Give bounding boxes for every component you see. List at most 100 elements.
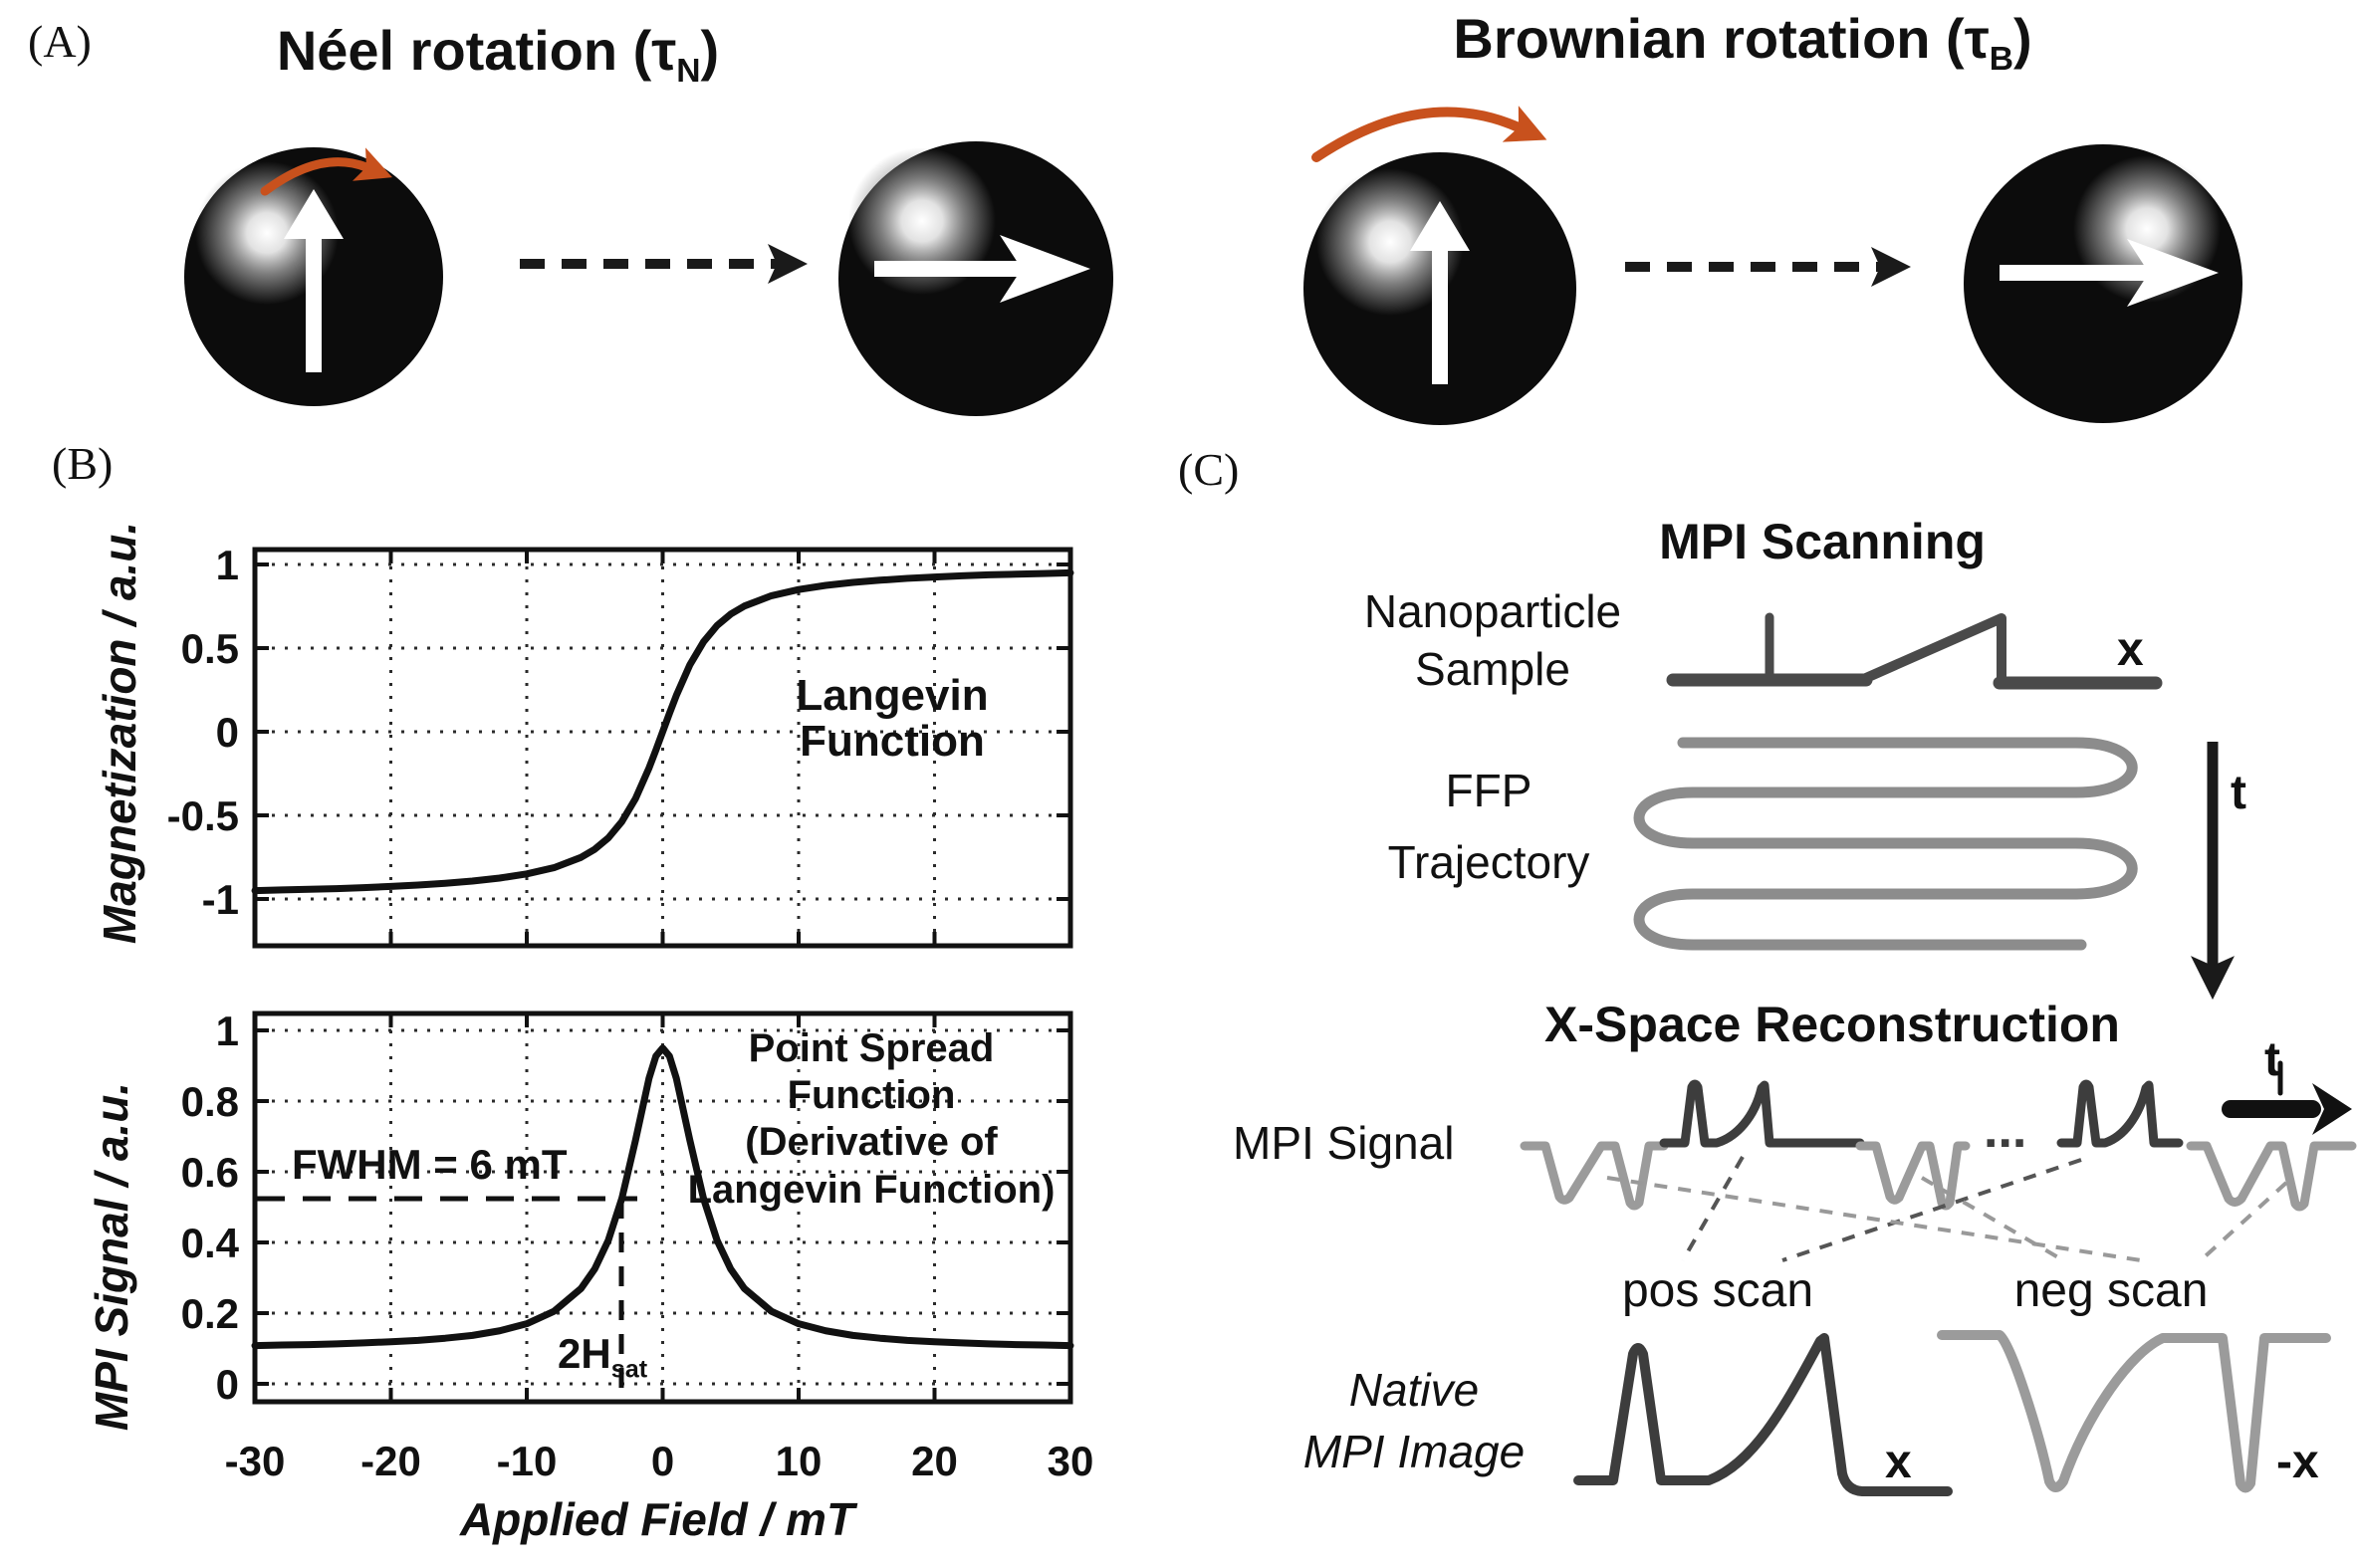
brownian-title: Brownian rotation (τB): [1354, 7, 2131, 79]
neel-title-close: ): [700, 19, 720, 82]
nanoparticle-sample-label: Nanoparticle Sample: [1294, 587, 1692, 694]
panel-a-label: (A): [28, 16, 92, 67]
hsat-annotation: 2Hsat: [558, 1330, 648, 1384]
x-tick-label: -10: [497, 1438, 558, 1484]
brownian-title-text: Brownian rotation (τ: [1453, 7, 1990, 70]
magnetization-up-arrow-icon: [284, 189, 344, 372]
neel-final-particle: [838, 141, 1113, 416]
neg-scan-label: neg scan: [2013, 1264, 2209, 1317]
magnetization-up-arrow-icon: [1410, 201, 1470, 384]
neel-title-subscript: N: [676, 53, 701, 91]
y-tick-label: 0.5: [181, 625, 239, 672]
trajectory-time-label: t: [2231, 767, 2246, 819]
brownian-title-subscript: B: [1989, 41, 2013, 79]
neg-image-curve: [1937, 1330, 2331, 1493]
xspace-reconstruction-title: X-Space Reconstruction: [1544, 997, 2120, 1052]
raster-trajectory-path: [1633, 737, 2138, 951]
magnetization-right-arrow-shaft: [2000, 265, 2149, 281]
data-curve: [251, 568, 1074, 895]
neel-title: Néel rotation (τN): [179, 19, 817, 91]
psf-annotation: Point Spread Function (Derivative of Lan…: [637, 1025, 1105, 1214]
psf-annotation-line1: Point Spread: [748, 1026, 995, 1070]
neg-signal-segment: [1520, 1141, 1669, 1211]
ffp-trajectory: [1633, 737, 2235, 1001]
y-tick-label: 0.6: [181, 1149, 239, 1196]
sample-x-axis-label: x: [2117, 623, 2144, 676]
nanoparticle-label-line1: Nanoparticle: [1363, 585, 1622, 637]
sample-ramp: [1861, 613, 2006, 686]
y-tick-label: -0.5: [167, 792, 239, 839]
pos-connector: [1681, 1156, 1745, 1261]
signal-time-label: t: [2264, 1033, 2280, 1086]
native-mpi-image-curves: [1573, 1330, 2331, 1496]
neg-connector: [2199, 1181, 2288, 1262]
neel-title-text: Néel rotation (τ: [276, 19, 677, 82]
mpi-scanning-title: MPI Scanning: [1659, 514, 1986, 569]
hsat-text: 2H: [558, 1330, 611, 1377]
time-right-arrow-head: [2312, 1083, 2352, 1135]
psf-annotation-line3: (Derivative of: [745, 1120, 998, 1165]
ffp-label-line1: FFP: [1445, 765, 1532, 816]
data-curve: [251, 1044, 1074, 1350]
native-mpi-image-label: Native MPI Image: [1240, 1366, 1588, 1476]
y-tick-label: 0: [216, 709, 239, 756]
x-tick-label: -30: [225, 1438, 286, 1484]
mpi-signal-y-axis-label: MPI Signal / a.u.: [86, 1081, 137, 1432]
neg-connector: [1920, 1176, 2065, 1262]
pos-signal-segment: [1659, 1079, 1865, 1148]
fwhm-annotation: FWHM = 6 mT: [292, 1141, 568, 1188]
x-tick-label: 20: [911, 1438, 958, 1484]
langevin-annotation-line1: Langevin: [796, 671, 989, 720]
psf-annotation-line2: Function: [787, 1073, 956, 1118]
axes-box: [252, 547, 1073, 949]
brownian-final-particle: [1964, 144, 2242, 423]
axes-box: [252, 1010, 1073, 1405]
fwhm-annotation-lines: [257, 1196, 637, 1398]
psf-annotation-line4: Langevin Function): [687, 1167, 1056, 1212]
pos-signal-segment: [2056, 1079, 2184, 1148]
langevin-annotation: Langevin Function: [733, 671, 1052, 767]
y-tick-label: 0.8: [181, 1078, 239, 1125]
pos-connector: [1781, 1158, 2082, 1262]
x-tick-label: 30: [1048, 1438, 1094, 1484]
magnetization-right-arrow-shaft: [874, 261, 1022, 277]
x-tick-label: 10: [776, 1438, 823, 1484]
panel-b-label: (B): [52, 438, 114, 489]
neg-connector: [1606, 1176, 2142, 1262]
mpi-signal-plot: -30 -20 -10 0 10 20 30 1 0.8 0.6 0.4 0.2 0: [181, 1008, 1094, 1484]
native-x-axis-label: x: [1885, 1436, 1912, 1488]
y-tick-label: 0.2: [181, 1290, 239, 1337]
x-axis-label: Applied Field / mT: [459, 1493, 855, 1545]
y-tick-label: 1: [216, 542, 239, 588]
signal-ellipsis: ...: [1984, 1101, 2027, 1159]
y-tick-label: 0.4: [181, 1220, 240, 1266]
neel-rotation-arrow-icon: [260, 147, 392, 196]
neg-signal-segment: [1855, 1141, 1971, 1211]
particle-highlight: [195, 161, 339, 305]
neel-initial-particle: [184, 147, 443, 406]
ffp-trajectory-label: FFP Trajectory: [1290, 767, 1688, 887]
native-label-line1: Native: [1348, 1364, 1480, 1416]
x-tick-label: 0: [651, 1438, 674, 1484]
magnetization-plot: 1 0.5 0 -0.5 -1: [167, 542, 1074, 949]
particle-highlight: [848, 147, 996, 295]
magnetization-right-arrow-head: [1000, 235, 1090, 303]
brownian-rotation-arrow-icon: [1311, 106, 1547, 162]
magnetization-y-axis-label: Magnetization / a.u.: [94, 521, 145, 945]
hsat-subscript: sat: [610, 1355, 648, 1384]
brownian-title-close: ): [2012, 7, 2032, 70]
particle-highlight: [1316, 168, 1464, 316]
y-tick-label: 1: [216, 1008, 239, 1054]
pos-image-curve: [1573, 1333, 1953, 1496]
magnetization-right-arrow-head: [2127, 239, 2219, 307]
ffp-label-line2: Trajectory: [1387, 836, 1590, 889]
brownian-initial-particle: [1303, 106, 1576, 425]
panel-c-label: (C): [1178, 444, 1240, 495]
langevin-annotation-line2: Function: [800, 717, 985, 767]
scan-connector-lines: [1606, 1156, 2288, 1262]
native-label-line2: MPI Image: [1302, 1426, 1526, 1478]
nanoparticle-label-line2: Sample: [1415, 643, 1570, 696]
pos-scan-label: pos scan: [1621, 1264, 1814, 1317]
native-negx-axis-label: -x: [2276, 1436, 2319, 1488]
